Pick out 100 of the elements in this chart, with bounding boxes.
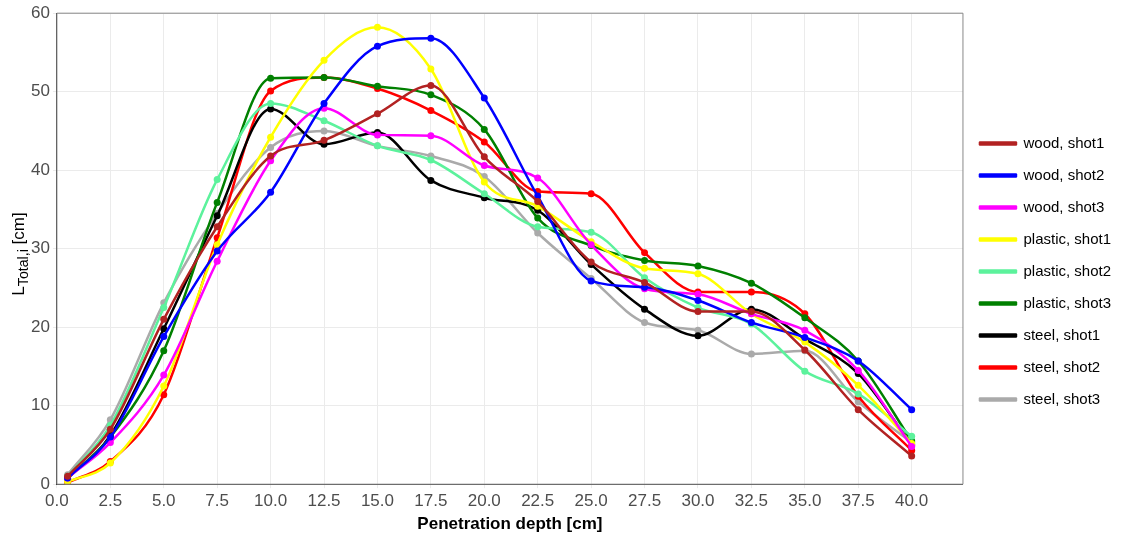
point	[480, 138, 488, 146]
x-tick-label: 15.0	[360, 491, 394, 511]
point	[213, 257, 221, 265]
point	[694, 297, 702, 305]
point	[427, 107, 435, 115]
point	[587, 190, 595, 198]
legend-label: plastic, shot3	[1023, 293, 1111, 311]
point	[427, 81, 435, 89]
point	[534, 223, 542, 231]
legend-label: steel, shot1	[1023, 325, 1101, 343]
point	[694, 270, 702, 278]
y-tick-label: 20	[30, 316, 50, 336]
point	[427, 91, 435, 99]
y-tick-label: 50	[30, 81, 50, 101]
point	[747, 279, 755, 287]
x-tick-label: 2.5	[98, 491, 123, 511]
point	[106, 425, 114, 433]
x-tick-label: 0.0	[45, 491, 69, 511]
point	[480, 178, 488, 186]
point	[854, 381, 862, 389]
point	[320, 117, 328, 125]
point	[854, 406, 862, 414]
x-tick-label: 7.5	[205, 491, 229, 511]
point	[534, 198, 542, 206]
point	[267, 188, 275, 196]
x-tick-label: 30.0	[681, 491, 715, 511]
point	[213, 247, 221, 255]
point	[213, 223, 221, 231]
point	[587, 228, 595, 236]
x-tick-label: 22.5	[521, 491, 555, 511]
point	[320, 127, 328, 135]
legend-label: plastic, shot2	[1023, 261, 1111, 279]
legend-label: wood, shot1	[1022, 133, 1105, 151]
point	[747, 288, 755, 296]
point	[427, 176, 435, 184]
point	[480, 161, 488, 169]
point	[373, 110, 381, 118]
point	[641, 264, 649, 272]
point	[160, 333, 168, 341]
point	[427, 34, 435, 42]
point	[213, 176, 221, 184]
point	[641, 256, 649, 264]
point	[267, 99, 275, 107]
y-tick-label: 0	[40, 473, 50, 493]
point	[160, 315, 168, 323]
x-tick-label: 32.5	[734, 491, 768, 511]
point	[694, 332, 702, 340]
point	[373, 42, 381, 50]
point	[908, 406, 916, 414]
point	[160, 304, 168, 312]
x-tick-label: 35.0	[788, 491, 822, 511]
point	[160, 391, 168, 399]
point	[480, 190, 488, 198]
x-axis-title: Penetration depth [cm]	[417, 514, 603, 534]
x-tick-label: 5.0	[151, 491, 176, 511]
x-tick-label: 20.0	[467, 491, 501, 511]
point	[908, 432, 916, 440]
x-tick-label: 27.5	[628, 491, 662, 511]
y-tick-label: 60	[30, 2, 50, 22]
point	[641, 278, 649, 286]
y-tick-label: 10	[30, 395, 50, 415]
x-tick-label: 12.5	[307, 491, 341, 511]
point	[801, 314, 809, 322]
x-tick-label: 40.0	[895, 491, 929, 511]
point	[267, 133, 275, 141]
legend-label: steel, shot3	[1023, 389, 1101, 407]
legend-label: wood, shot3	[1022, 197, 1105, 215]
point	[480, 125, 488, 133]
point	[267, 74, 275, 82]
point	[534, 214, 542, 222]
point	[747, 350, 755, 358]
point	[641, 305, 649, 313]
legend-label: plastic, shot1	[1023, 229, 1111, 247]
point	[694, 262, 702, 270]
legend-label: wood, shot2	[1022, 165, 1105, 183]
point	[534, 174, 542, 182]
point	[320, 99, 328, 107]
x-tick-label: 37.5	[841, 491, 875, 511]
point	[427, 65, 435, 73]
y-tick-label: 40	[30, 159, 50, 179]
point	[854, 366, 862, 374]
point	[427, 132, 435, 140]
legend-label: steel, shot2	[1023, 357, 1101, 375]
point	[641, 318, 649, 326]
point	[267, 152, 275, 160]
x-tick-label: 25.0	[574, 491, 608, 511]
point	[160, 347, 168, 355]
x-tick-label: 17.5	[414, 491, 448, 511]
point	[427, 156, 435, 164]
point	[801, 326, 809, 334]
point	[267, 87, 275, 95]
point	[320, 56, 328, 64]
point	[641, 249, 649, 257]
point	[694, 308, 702, 315]
point	[320, 136, 328, 144]
point	[480, 153, 488, 161]
point	[534, 229, 542, 237]
x-tick-label: 10.0	[254, 491, 288, 511]
point	[267, 143, 275, 151]
point	[213, 241, 221, 249]
